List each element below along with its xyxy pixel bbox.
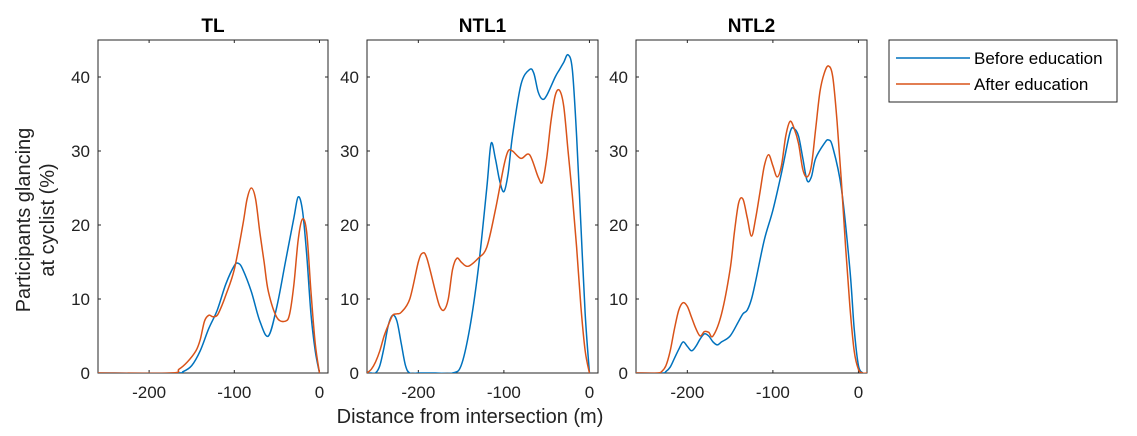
plot-area [635, 39, 868, 374]
y-tick-label: 30 [71, 142, 90, 161]
y-tick-label: 20 [340, 216, 359, 235]
y-tick-label: 0 [350, 364, 359, 383]
y-tick-label: 30 [609, 142, 628, 161]
x-tick-label: -200 [401, 383, 435, 402]
y-tick-label: 0 [619, 364, 628, 383]
x-tick-label: 0 [854, 383, 863, 402]
y-tick-label: 10 [71, 290, 90, 309]
x-tick-label: -200 [132, 383, 166, 402]
x-tick-label: -100 [217, 383, 251, 402]
y-tick-label: 20 [71, 216, 90, 235]
y-tick-label: 0 [81, 364, 90, 383]
y-tick-label: 20 [609, 216, 628, 235]
legend-box [888, 39, 1118, 103]
series-line-after-education [98, 187, 321, 373]
panel-title: TL [201, 16, 225, 37]
x-tick-label: -200 [670, 383, 704, 402]
plot-area [366, 39, 599, 374]
x-tick-label: -100 [487, 383, 521, 402]
y-axis-label-line2: at cyclist (%) [37, 163, 59, 276]
y-tick-label: 10 [609, 290, 628, 309]
series-line-before-education [367, 53, 591, 373]
legend-label-before: Before education [974, 49, 1103, 68]
panel-tl: TL 0 10 20 30 40 -200 -100 0 [71, 16, 329, 402]
x-tick-label: -100 [756, 383, 790, 402]
x-tick-label: 0 [585, 383, 594, 402]
y-axis-label-line1: Participants glancing [13, 128, 35, 313]
panel-title: NTL2 [728, 16, 776, 37]
y-tick-label: 10 [340, 290, 359, 309]
x-axis-label: Distance from intersection (m) [337, 406, 604, 428]
series-line-before-education [636, 126, 864, 373]
y-tick-label: 40 [340, 68, 359, 87]
x-tick-label: 0 [315, 383, 324, 402]
series-line-after-education [367, 88, 591, 373]
legend: Before education After education [888, 39, 1118, 103]
y-tick-label: 40 [609, 68, 628, 87]
y-tick-label: 30 [340, 142, 359, 161]
panel-title: NTL1 [459, 16, 507, 37]
series-line-after-education [636, 65, 867, 373]
y-tick-label: 40 [71, 68, 90, 87]
legend-label-after: After education [974, 75, 1088, 94]
panel-ntl2: NTL2 0 10 20 30 40 -200 -100 0 [609, 16, 868, 402]
panel-ntl1: NTL1 0 10 20 30 40 -200 -100 0 [340, 16, 599, 402]
plot-area [97, 39, 329, 374]
